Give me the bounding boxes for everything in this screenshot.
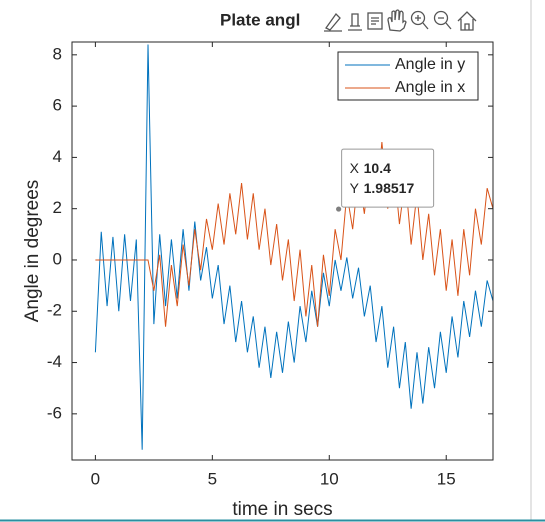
datatip-x-value: 10.4: [364, 160, 391, 176]
home-icon[interactable]: [457, 11, 477, 31]
brush-icon[interactable]: [324, 12, 342, 32]
pan-icon[interactable]: [387, 9, 407, 32]
y-tick-label: 2: [53, 198, 62, 217]
plot-layer: 0 5 10 15 -6 -4 -2 0 2 4 6 8 time in secs Angle in de…: [22, 41, 494, 520]
x-tick-label: 5: [208, 469, 217, 488]
zoom-out-glyph: [438, 17, 452, 30]
x-tick-label: 0: [91, 469, 100, 488]
plot-area: [72, 42, 493, 460]
axes-box: [71, 41, 494, 461]
zoom-in-glyph: [415, 15, 429, 30]
export-icon[interactable]: [348, 13, 362, 31]
series-line: [94, 44, 494, 450]
chart-title: Plate angl: [220, 10, 300, 29]
legend-label: Angle in y: [395, 56, 465, 73]
y-tick-label: -4: [47, 352, 62, 371]
datatip-lines: [371, 17, 379, 25]
legend-label: Angle in x: [395, 79, 465, 96]
y-tick-label: 6: [53, 96, 62, 115]
x-tick-label: 10: [320, 469, 339, 488]
datatip-box: [341, 148, 435, 208]
legend-box: [337, 51, 479, 101]
series-line: [95, 141, 494, 327]
x-axis-label: time in secs: [232, 499, 332, 520]
datatip-x-label: X: [350, 160, 360, 176]
datatip-y-label: Y: [350, 180, 360, 196]
y-tick-label: -6: [47, 403, 62, 422]
y-tick-label: 0: [53, 249, 62, 268]
axes-toolbar[interactable]: [318, 8, 494, 34]
zoom-in-icon[interactable]: [410, 10, 426, 26]
zoom-out-icon[interactable]: [433, 10, 449, 26]
datatip-y-value: 1.98517: [364, 180, 415, 196]
y-tick-label: 8: [53, 44, 62, 63]
datatip-marker: [335, 205, 343, 213]
y-tick-label: 4: [53, 147, 62, 166]
x-tick-label: 15: [437, 469, 456, 488]
y-axis-label: Angle in degrees: [22, 180, 43, 323]
datatip-icon[interactable]: [367, 12, 383, 30]
y-tick-label: -2: [47, 301, 62, 320]
